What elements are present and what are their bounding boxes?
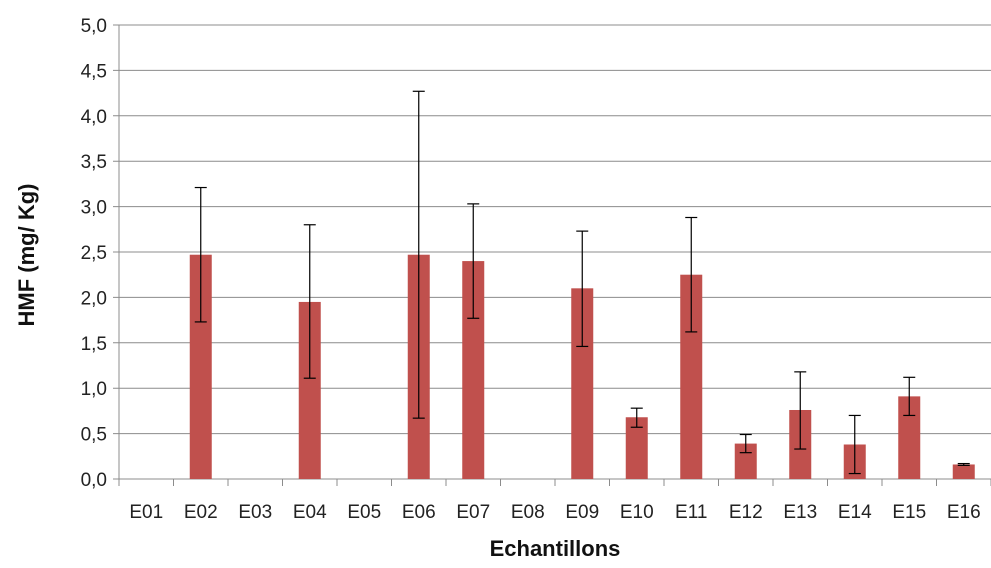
error-bar-e13	[794, 371, 807, 450]
bar-e02	[189, 254, 212, 479]
x-tick-label: E02	[184, 502, 218, 523]
x-tick-label: E09	[565, 502, 599, 523]
x-tick-label: E03	[238, 502, 272, 523]
bar-e07	[462, 261, 485, 479]
bar-e16	[952, 464, 975, 479]
error-bar-e02	[194, 186, 207, 323]
x-tick-label: E14	[838, 502, 872, 523]
bar-e04	[298, 301, 321, 479]
error-bars	[194, 90, 970, 475]
y-axis-title: HMF (mg/ Kg)	[14, 184, 39, 327]
y-tick-label: 3,0	[81, 198, 107, 219]
y-tick-label: 1,5	[81, 334, 107, 355]
y-tick-label: 0,5	[81, 425, 107, 446]
x-tick-label: E07	[456, 502, 490, 523]
y-tick-label: 3,5	[81, 152, 107, 173]
x-tick-label: E04	[293, 502, 327, 523]
error-bar-e11	[685, 216, 698, 333]
y-tick-label: 4,5	[81, 61, 107, 82]
y-tick-labels: 0,0 0,5 1,0 1,5 2,0 2,5 3,0 3,5 4,0 4,5 5,0	[81, 16, 107, 491]
y-tick-label: 2,5	[81, 243, 107, 264]
error-bar-e04	[303, 224, 316, 379]
x-tick-label: E15	[892, 502, 926, 523]
x-tick-label: E13	[783, 502, 817, 523]
error-bar-e09	[576, 230, 589, 348]
x-tick-label: E10	[620, 502, 654, 523]
y-tick-label: 2,0	[81, 288, 107, 309]
x-tick-label: E01	[129, 502, 163, 523]
bar-e09	[571, 288, 594, 479]
x-tick-label: E06	[402, 502, 436, 523]
bar-e11	[680, 274, 703, 479]
x-tick-label: E11	[675, 502, 707, 523]
x-tick-label: E16	[947, 502, 981, 523]
error-bar-e10	[630, 407, 643, 428]
gridlines	[113, 24, 991, 486]
x-axis-title: Echantillons	[490, 536, 621, 561]
error-bar-e12	[739, 433, 752, 454]
error-bar-e14	[848, 414, 861, 475]
y-tick-label: 5,0	[81, 16, 107, 37]
y-tick-label: 0,0	[81, 470, 107, 491]
x-tick-label: E05	[347, 502, 381, 523]
error-bar-e16	[957, 462, 970, 466]
error-bar-e06	[412, 90, 425, 419]
bars	[189, 254, 975, 479]
bar-e10	[625, 417, 648, 479]
x-tick-labels: E01 E02 E03 E04 E05 E06 E07 E08 E09 E10 E11 E12 E13 E…	[129, 502, 980, 523]
y-tick-label: 1,0	[81, 379, 107, 400]
bar-e15	[898, 396, 921, 479]
error-bar-e07	[467, 203, 480, 319]
error-bar-e15	[903, 376, 916, 417]
y-tick-label: 4,0	[81, 107, 107, 128]
x-tick-label: E12	[729, 502, 763, 523]
x-tick-label: E08	[511, 502, 545, 523]
